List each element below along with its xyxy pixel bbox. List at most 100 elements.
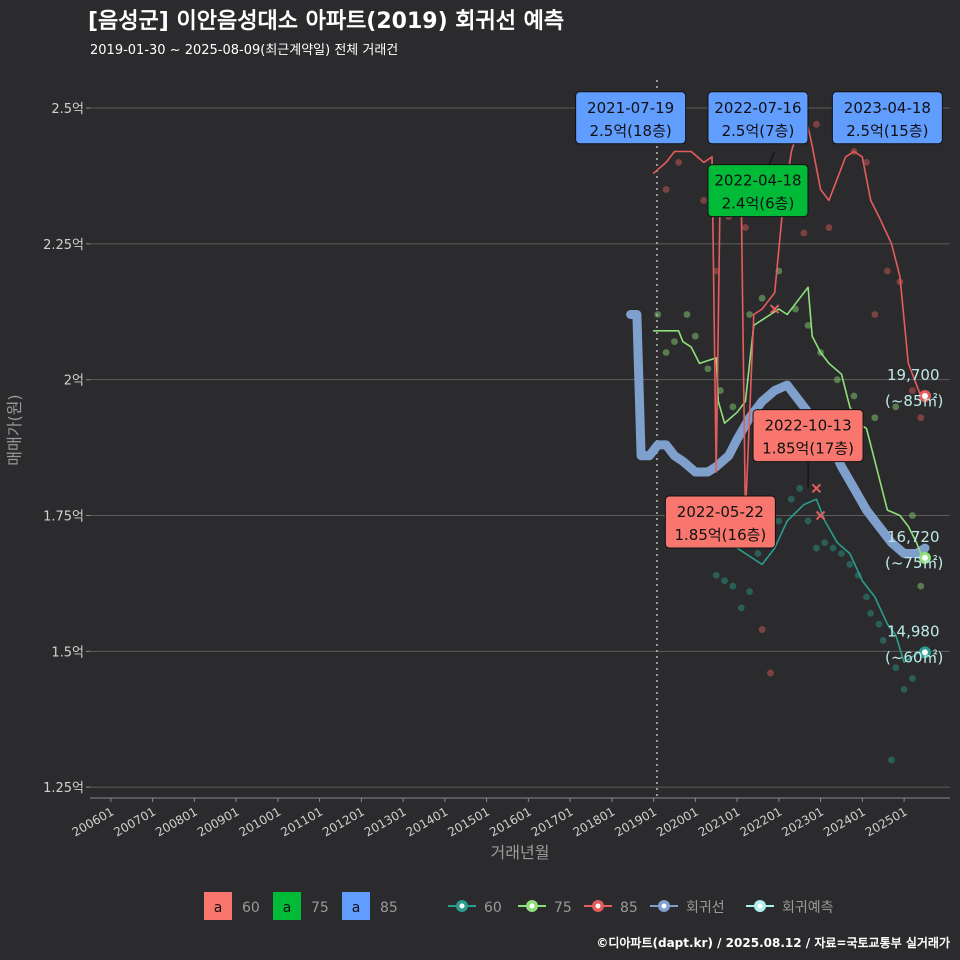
scatter-point-85 — [863, 158, 870, 166]
y-tick-label: 1.25억 — [43, 781, 84, 796]
x-tick-label: 200601 — [70, 804, 117, 839]
end-label-area: (~60㎡) — [885, 648, 943, 666]
legend: a 60 a 75 a 85 60 75 85 회귀선 회귀예측 — [204, 892, 834, 920]
y-tick-label: 1.75억 — [43, 509, 84, 524]
scatter-point-85 — [825, 224, 833, 231]
annotation-date: 2022-05-22 — [677, 503, 764, 521]
scatter-point-75 — [746, 311, 754, 318]
scatter-point-75 — [792, 305, 799, 313]
y-tick-label: 2.25억 — [43, 238, 84, 253]
legend-line-label: 75 — [554, 900, 572, 916]
annotation-box: 2022-04-18 2.4억(6층) — [707, 164, 809, 218]
annotation-rect — [575, 91, 687, 145]
legend-key-box — [342, 892, 370, 920]
scatter-point-60 — [846, 560, 854, 568]
scatter-point-85 — [662, 186, 670, 193]
legend-line-dot-center — [595, 903, 601, 909]
x-tick-label: 201301 — [362, 804, 409, 839]
scatter-point-75 — [871, 414, 879, 422]
scatter-point-75 — [662, 349, 670, 356]
chart-subtitle: 2019-01-30 ~ 2025-08-09(최근계약일) 전체 거래건 — [90, 43, 398, 58]
trade-cross-marker — [815, 510, 826, 521]
legend-box-label: 60 — [242, 900, 260, 916]
y-tick-label: 1.5억 — [51, 645, 84, 660]
annotation-price: 1.85억(17층) — [762, 440, 854, 458]
x-tick-label: 200801 — [153, 804, 200, 839]
annotation-rect — [831, 91, 943, 145]
legend-box-label: 85 — [380, 900, 398, 916]
scatter-point-75 — [909, 512, 916, 519]
scatter-point-60 — [879, 637, 887, 644]
legend-line-dot-center — [459, 903, 465, 909]
end-label-value: 16,720 — [887, 528, 940, 546]
x-axis: 2006012007012008012009012010012011012012… — [70, 797, 950, 840]
scatter-point-75 — [716, 387, 724, 394]
x-tick-label: 202301 — [779, 804, 826, 839]
scatter-point-60 — [892, 664, 900, 672]
series-line-75 — [652, 286, 924, 560]
scatter-point-75 — [691, 332, 699, 340]
scatter-point-85 — [909, 387, 916, 394]
legend-line-label: 회귀예측 — [782, 900, 834, 916]
scatter-point-60 — [754, 550, 762, 557]
legend-line-dot-center — [757, 903, 763, 909]
legend-key-box — [273, 892, 301, 920]
legend-key-letter: a — [214, 900, 223, 916]
scatter-point-60 — [829, 544, 837, 552]
end-label-value: 14,980 — [887, 622, 940, 640]
annotation-date: 2022-07-16 — [714, 99, 801, 117]
legend-box-label: 75 — [311, 900, 329, 916]
scatter-point-85 — [871, 311, 879, 318]
annotation-date: 2021-07-19 — [587, 99, 674, 117]
annotation-date: 2022-04-18 — [714, 172, 801, 190]
trade-cross-marker — [811, 483, 822, 494]
scatter-point-60 — [721, 577, 728, 585]
legend-key-letter: a — [283, 900, 292, 916]
scatter-point-60 — [787, 495, 795, 503]
y-tick-label: 2억 — [64, 374, 84, 389]
end-point-center — [921, 554, 928, 561]
x-tick-label: 201801 — [571, 804, 618, 839]
scatter-point-75 — [850, 392, 858, 400]
scatter-point-60 — [775, 517, 783, 525]
scatter-point-60 — [746, 588, 754, 595]
scatter-point-85 — [767, 669, 774, 677]
annotation-price: 2.4억(6층) — [722, 195, 795, 213]
scatter-point-85 — [700, 196, 708, 204]
annotation-date: 2023-04-18 — [844, 99, 931, 117]
annotation-rect — [752, 409, 864, 463]
x-tick-label: 201601 — [487, 804, 534, 839]
end-label-area: (~75㎡) — [885, 554, 943, 572]
scatter-point-75 — [654, 311, 662, 318]
x-tick-label: 201001 — [237, 804, 284, 839]
scatter-point-60 — [712, 571, 720, 579]
annotation-box: 2022-10-13 1.85억(17층) — [752, 409, 864, 463]
scatter-point-85 — [758, 626, 766, 633]
x-tick-label: 201201 — [320, 804, 367, 839]
scatter-point-75 — [917, 582, 925, 590]
x-tick-label: 201701 — [529, 804, 576, 839]
annotation-rect — [707, 91, 809, 145]
x-tick-label: 202101 — [696, 804, 743, 839]
scatter-point-60 — [909, 675, 916, 682]
x-tick-label: 201501 — [445, 804, 492, 839]
scatter-point-85 — [813, 120, 820, 128]
scatter-point-60 — [888, 756, 895, 764]
legend-line-label: 회귀선 — [686, 900, 725, 916]
annotation-rect — [664, 495, 776, 549]
scatter-point-85 — [675, 158, 683, 166]
scatter-point-75 — [671, 338, 678, 346]
scatter-point-75 — [804, 321, 812, 329]
scatter-point-85 — [800, 229, 808, 237]
scatter-point-85 — [742, 224, 749, 231]
scatter-point-60 — [813, 544, 820, 552]
scatter-point-75 — [892, 403, 900, 411]
grid — [90, 107, 950, 788]
x-tick-label: 201901 — [612, 804, 659, 839]
y-axis: 1.25억 1.5억 1.75억 2억 2.25억 2.5억 — [43, 102, 90, 796]
annotation-box: 2023-04-18 2.5억(15층) — [831, 91, 943, 145]
scatter-point-60 — [796, 484, 804, 492]
series-line-85 — [652, 107, 922, 517]
scatter-point-75 — [729, 403, 737, 411]
